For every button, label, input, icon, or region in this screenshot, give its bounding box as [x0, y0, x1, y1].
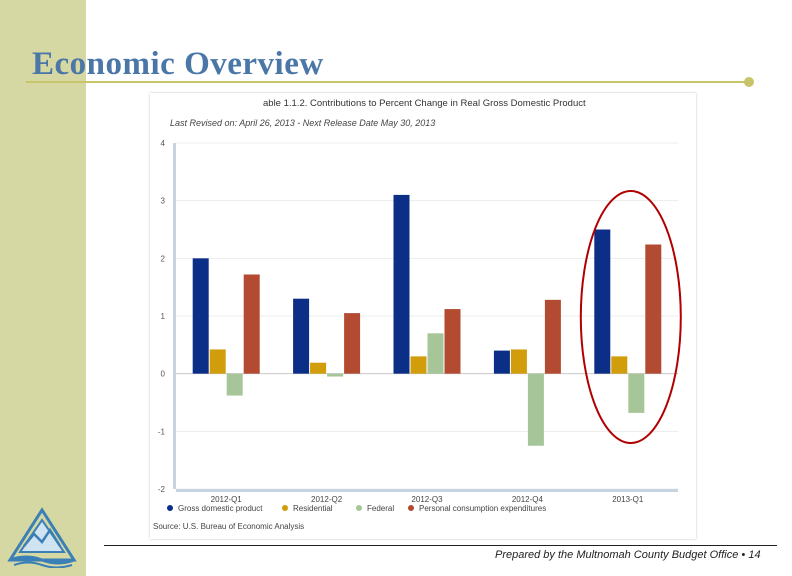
bar-2012-Q3-series-2: [427, 333, 444, 374]
bar-2012-Q2-series-1: [310, 362, 327, 374]
chart-panel: able 1.1.2. Contributions to Percent Cha…: [150, 93, 696, 539]
x-tick-label-4: 2013-Q1: [612, 495, 644, 504]
y-tick-label-6: -2: [158, 485, 166, 494]
title-underline-dot: [744, 77, 754, 87]
x-tick-label-0: 2012-Q1: [211, 495, 243, 504]
bar-2013-Q1-series-3: [645, 244, 662, 374]
y-tick-label-2: 2: [161, 254, 166, 263]
y-tick-label-3: 1: [161, 312, 166, 321]
bar-2012-Q3-series-3: [444, 309, 461, 374]
chart-subtitle: Last Revised on: April 26, 2013 - Next R…: [170, 118, 435, 128]
y-axis-line: [173, 143, 176, 489]
bar-2013-Q1-series-1: [611, 356, 628, 374]
bar-2012-Q4-series-3: [544, 299, 561, 374]
legend-label-3: Personal consumption expenditures: [419, 504, 546, 513]
bars-layer: [192, 190, 682, 446]
bar-2012-Q1-series-2: [226, 373, 243, 396]
y-tick-label-1: 3: [161, 197, 166, 206]
gdp-contributions-chart: able 1.1.2. Contributions to Percent Cha…: [153, 98, 682, 531]
bar-2012-Q1-series-1: [209, 349, 226, 374]
bar-2012-Q3-series-0: [393, 194, 410, 374]
legend-layer: Gross domestic product Residential Federal…: [167, 504, 546, 513]
chart-title: able 1.1.2. Contributions to Percent Cha…: [263, 98, 586, 109]
bar-2012-Q4-series-0: [493, 350, 510, 374]
legend-marker-2: [356, 505, 362, 511]
bar-2012-Q1-series-3: [243, 274, 260, 374]
bar-2012-Q1-series-0: [192, 258, 209, 374]
footer-rule: [104, 545, 777, 546]
title-underline: [26, 81, 748, 83]
legend-marker-0: [167, 505, 173, 511]
x-axis-line: [176, 489, 678, 492]
bar-2012-Q4-series-1: [510, 349, 527, 374]
x-tick-label-3: 2012-Q4: [512, 495, 544, 504]
bar-2012-Q2-series-3: [344, 313, 361, 374]
slide-title: Economic Overview: [32, 46, 324, 82]
chart-source: Source: U.S. Bureau of Economic Analysis: [153, 522, 304, 531]
legend-label-0: Gross domestic product: [178, 504, 263, 513]
bar-2013-Q1-series-2: [628, 373, 645, 413]
highlight-ellipse: [579, 190, 682, 444]
legend-marker-3: [408, 505, 414, 511]
y-tick-label-4: 0: [161, 370, 166, 379]
bar-2012-Q4-series-2: [527, 373, 544, 446]
y-tick-label-0: 4: [161, 139, 166, 148]
x-tick-label-2: 2012-Q3: [411, 495, 443, 504]
bar-2012-Q2-series-2: [327, 373, 344, 377]
footer-text: Prepared by the Multnomah County Budget …: [495, 549, 761, 561]
side-accent-bar: [0, 0, 86, 576]
y-tick-label-5: -1: [158, 427, 166, 436]
bar-2012-Q2-series-0: [293, 298, 310, 374]
bar-2013-Q1-series-0: [594, 229, 611, 374]
x-tick-label-1: 2012-Q2: [311, 495, 343, 504]
legend-label-2: Federal: [367, 504, 394, 513]
county-logo: [7, 507, 77, 568]
axis-layer: 4 3 2 1 0 -1 -2 2012-Q1 2012-Q2 2012-Q3 2012-Q4 201…: [158, 139, 678, 504]
legend-marker-1: [282, 505, 288, 511]
legend-label-1: Residential: [293, 504, 333, 513]
bar-2012-Q3-series-1: [410, 356, 427, 374]
